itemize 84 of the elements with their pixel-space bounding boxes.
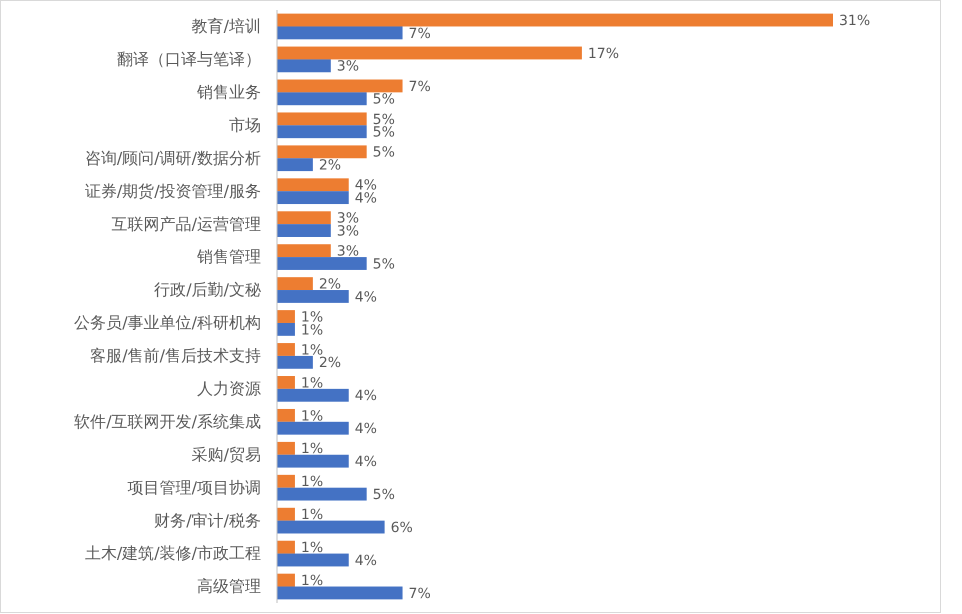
data-label: 1% <box>300 573 324 590</box>
bar <box>277 178 349 192</box>
data-label: 2% <box>318 276 342 293</box>
bar <box>277 224 331 237</box>
y-tick-label: 采购/贸易 <box>192 444 261 464</box>
bar <box>277 158 313 172</box>
bar <box>277 554 349 566</box>
data-label: 1% <box>300 441 324 458</box>
data-label: 1% <box>300 474 324 490</box>
bar <box>277 322 295 336</box>
y-tick-label: 销售管理 <box>196 247 261 266</box>
bar <box>277 310 295 323</box>
data-label: 1% <box>300 507 324 524</box>
bar <box>277 125 367 138</box>
bar <box>277 376 295 389</box>
data-label: 3% <box>336 58 360 75</box>
bar <box>277 442 295 455</box>
bar <box>277 488 367 501</box>
data-label: 2% <box>318 158 342 174</box>
bar <box>277 343 295 356</box>
data-label: 7% <box>408 78 431 95</box>
data-label: 17% <box>588 46 620 62</box>
data-label: 5% <box>372 124 395 141</box>
data-label: 5% <box>372 144 395 161</box>
bar <box>277 112 367 126</box>
data-label: 3% <box>336 223 360 240</box>
data-label: 5% <box>372 92 395 108</box>
bar <box>277 586 403 600</box>
bar <box>277 244 331 258</box>
data-label: 5% <box>372 256 395 272</box>
data-label: 4% <box>354 289 377 306</box>
y-tick-label: 证券/期货/投资管理/服务 <box>84 181 261 200</box>
y-tick-label: 公务员/事业单位/科研机构 <box>74 313 261 332</box>
bar <box>277 59 331 72</box>
data-label: 3% <box>336 244 360 260</box>
y-tick-label: 高级管理 <box>197 576 261 596</box>
data-label: 1% <box>300 375 324 392</box>
bar <box>277 388 349 402</box>
bar <box>277 574 295 587</box>
bar <box>277 508 295 521</box>
bar <box>277 92 367 106</box>
bar <box>277 356 313 369</box>
data-label: 1% <box>300 408 324 424</box>
data-label: 4% <box>354 190 377 207</box>
y-tick-label: 翻译（口译与笔译） <box>117 50 261 69</box>
data-label: 1% <box>300 540 324 556</box>
data-label: 2% <box>318 355 342 372</box>
bar <box>277 540 295 554</box>
y-tick-label: 财务/审计/税务 <box>154 510 261 530</box>
bar <box>277 408 295 422</box>
bar <box>277 257 367 270</box>
data-label: 4% <box>354 552 377 569</box>
y-tick-label: 项目管理/项目协调 <box>128 478 261 497</box>
y-tick-label: 行政/后勤/文秘 <box>154 280 261 300</box>
bar <box>277 80 403 92</box>
data-label: 7% <box>408 26 431 42</box>
bar <box>277 454 349 468</box>
y-tick-label: 软件/互联网开发/系统集成 <box>74 412 261 431</box>
y-tick-label: 土木/建筑/装修/市政工程 <box>84 544 261 563</box>
data-label: 6% <box>390 520 413 536</box>
y-tick-label: 人力资源 <box>197 378 261 398</box>
data-label: 4% <box>354 454 377 470</box>
bar <box>277 211 331 224</box>
bar <box>277 277 313 290</box>
bar <box>277 290 349 303</box>
bar <box>277 26 403 40</box>
bar <box>277 14 833 26</box>
y-tick-label: 咨询/顾问/调研/数据分析 <box>84 148 261 168</box>
bar <box>277 191 349 204</box>
bar <box>277 520 385 534</box>
data-label: 5% <box>372 487 395 504</box>
bar <box>277 474 295 488</box>
bar <box>277 46 582 60</box>
bar <box>277 422 349 435</box>
data-label: 31% <box>839 12 870 29</box>
data-label: 4% <box>354 388 377 404</box>
data-label: 7% <box>408 586 431 602</box>
y-tick-label: 市场 <box>229 115 261 134</box>
y-tick-label: 客服/售前/售后技术支持 <box>90 346 261 366</box>
y-tick-label: 教育/培训 <box>192 16 261 36</box>
data-label: 4% <box>354 421 377 438</box>
bar <box>277 145 367 158</box>
y-tick-label: 互联网产品/运营管理 <box>112 214 261 234</box>
y-tick-label: 销售业务 <box>196 82 261 102</box>
